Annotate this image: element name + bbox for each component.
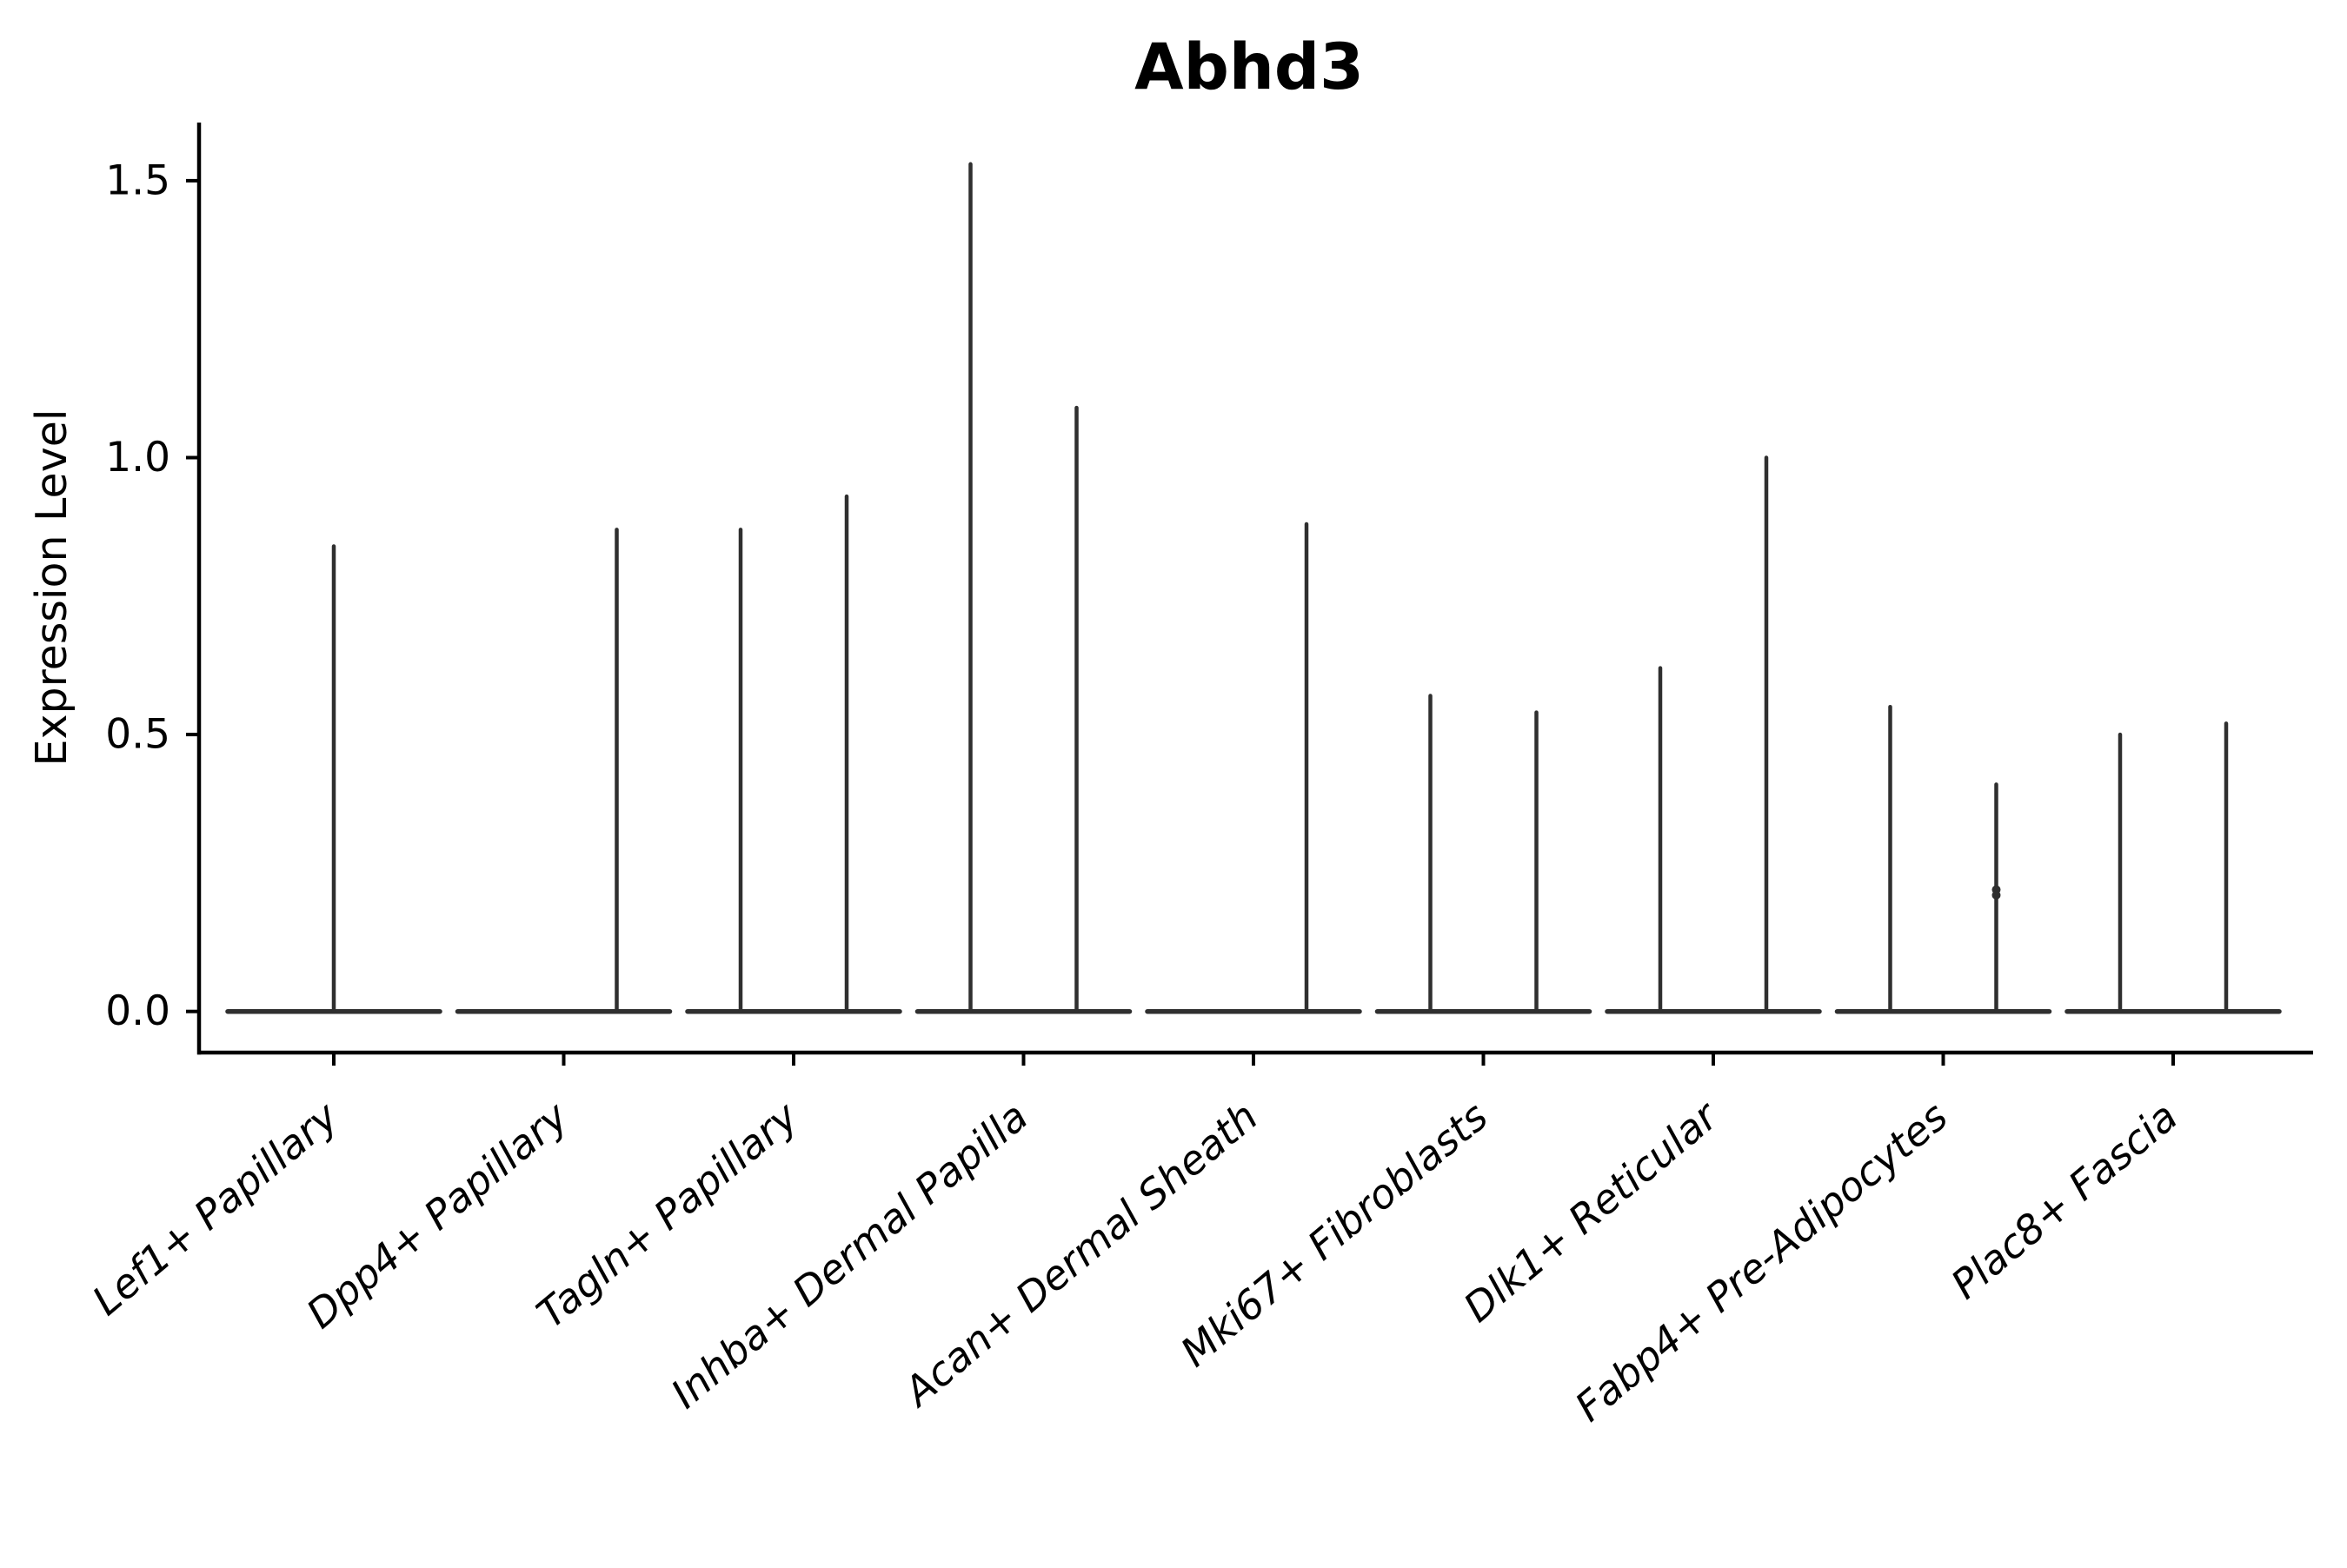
x-tick-label: Fabp4+ Pre-Adipocytes bbox=[1566, 1093, 1957, 1431]
y-tick-label: 1.5 bbox=[105, 156, 170, 204]
x-tick-label: Lef1+ Papillary bbox=[83, 1093, 348, 1325]
y-tick-label: 1.0 bbox=[105, 434, 170, 482]
x-tick-label: Plac8+ Fascia bbox=[1942, 1093, 2186, 1308]
violin-density-bump bbox=[1991, 890, 2001, 900]
y-axis-title: Expression Level bbox=[27, 409, 76, 767]
y-tick-label: 0.0 bbox=[105, 987, 170, 1035]
chart-title: Abhd3 bbox=[1134, 30, 1364, 104]
y-tick-label: 0.5 bbox=[105, 711, 170, 759]
